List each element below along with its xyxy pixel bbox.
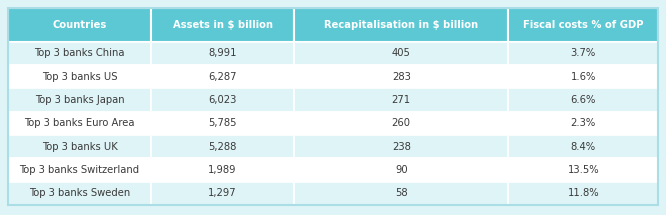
Bar xyxy=(151,42,294,65)
Text: 8,991: 8,991 xyxy=(208,48,236,58)
Bar xyxy=(151,112,294,135)
Bar xyxy=(508,42,658,65)
Text: 90: 90 xyxy=(395,165,408,175)
Bar xyxy=(294,42,508,65)
Text: 1,989: 1,989 xyxy=(208,165,236,175)
Text: 260: 260 xyxy=(392,118,411,128)
Bar xyxy=(151,182,294,205)
Bar xyxy=(8,42,151,65)
Bar xyxy=(294,88,508,112)
Bar xyxy=(151,65,294,88)
Text: 271: 271 xyxy=(392,95,411,105)
Text: 6,287: 6,287 xyxy=(208,72,236,82)
Text: Recapitalisation in $ billion: Recapitalisation in $ billion xyxy=(324,20,478,30)
Text: 6,023: 6,023 xyxy=(208,95,236,105)
Text: 405: 405 xyxy=(392,48,411,58)
Bar xyxy=(294,158,508,182)
Bar xyxy=(294,8,508,42)
Text: Top 3 banks Switzerland: Top 3 banks Switzerland xyxy=(19,165,140,175)
Text: 5,288: 5,288 xyxy=(208,142,236,152)
Text: 1,297: 1,297 xyxy=(208,189,237,198)
Text: Top 3 banks UK: Top 3 banks UK xyxy=(42,142,117,152)
Bar xyxy=(8,112,151,135)
Bar xyxy=(508,135,658,158)
Text: Top 3 banks China: Top 3 banks China xyxy=(34,48,125,58)
Text: 3.7%: 3.7% xyxy=(571,48,596,58)
Bar xyxy=(8,88,151,112)
Bar xyxy=(508,88,658,112)
Text: Top 3 banks Sweden: Top 3 banks Sweden xyxy=(29,189,130,198)
Bar xyxy=(8,65,151,88)
Bar xyxy=(151,135,294,158)
Text: 5,785: 5,785 xyxy=(208,118,236,128)
Bar xyxy=(8,158,151,182)
Bar xyxy=(151,88,294,112)
Text: 11.8%: 11.8% xyxy=(567,189,599,198)
Text: Assets in $ billion: Assets in $ billion xyxy=(172,20,272,30)
Text: Top 3 banks Japan: Top 3 banks Japan xyxy=(35,95,125,105)
Bar xyxy=(8,8,151,42)
Bar xyxy=(508,8,658,42)
Text: 6.6%: 6.6% xyxy=(571,95,596,105)
Text: 283: 283 xyxy=(392,72,411,82)
Text: Fiscal costs % of GDP: Fiscal costs % of GDP xyxy=(523,20,643,30)
Bar xyxy=(294,135,508,158)
Text: 8.4%: 8.4% xyxy=(571,142,596,152)
Bar xyxy=(8,135,151,158)
Text: 1.6%: 1.6% xyxy=(571,72,596,82)
Text: Top 3 banks US: Top 3 banks US xyxy=(42,72,117,82)
Bar xyxy=(294,182,508,205)
Text: Top 3 banks Euro Area: Top 3 banks Euro Area xyxy=(24,118,135,128)
Text: Countries: Countries xyxy=(53,20,107,30)
Bar xyxy=(508,182,658,205)
Bar xyxy=(151,158,294,182)
Bar xyxy=(294,112,508,135)
Bar xyxy=(508,158,658,182)
Bar xyxy=(508,65,658,88)
Bar xyxy=(8,182,151,205)
Text: 13.5%: 13.5% xyxy=(567,165,599,175)
Text: 238: 238 xyxy=(392,142,411,152)
Text: 2.3%: 2.3% xyxy=(571,118,596,128)
Bar xyxy=(151,8,294,42)
Bar xyxy=(508,112,658,135)
Bar xyxy=(294,65,508,88)
Text: 58: 58 xyxy=(395,189,408,198)
